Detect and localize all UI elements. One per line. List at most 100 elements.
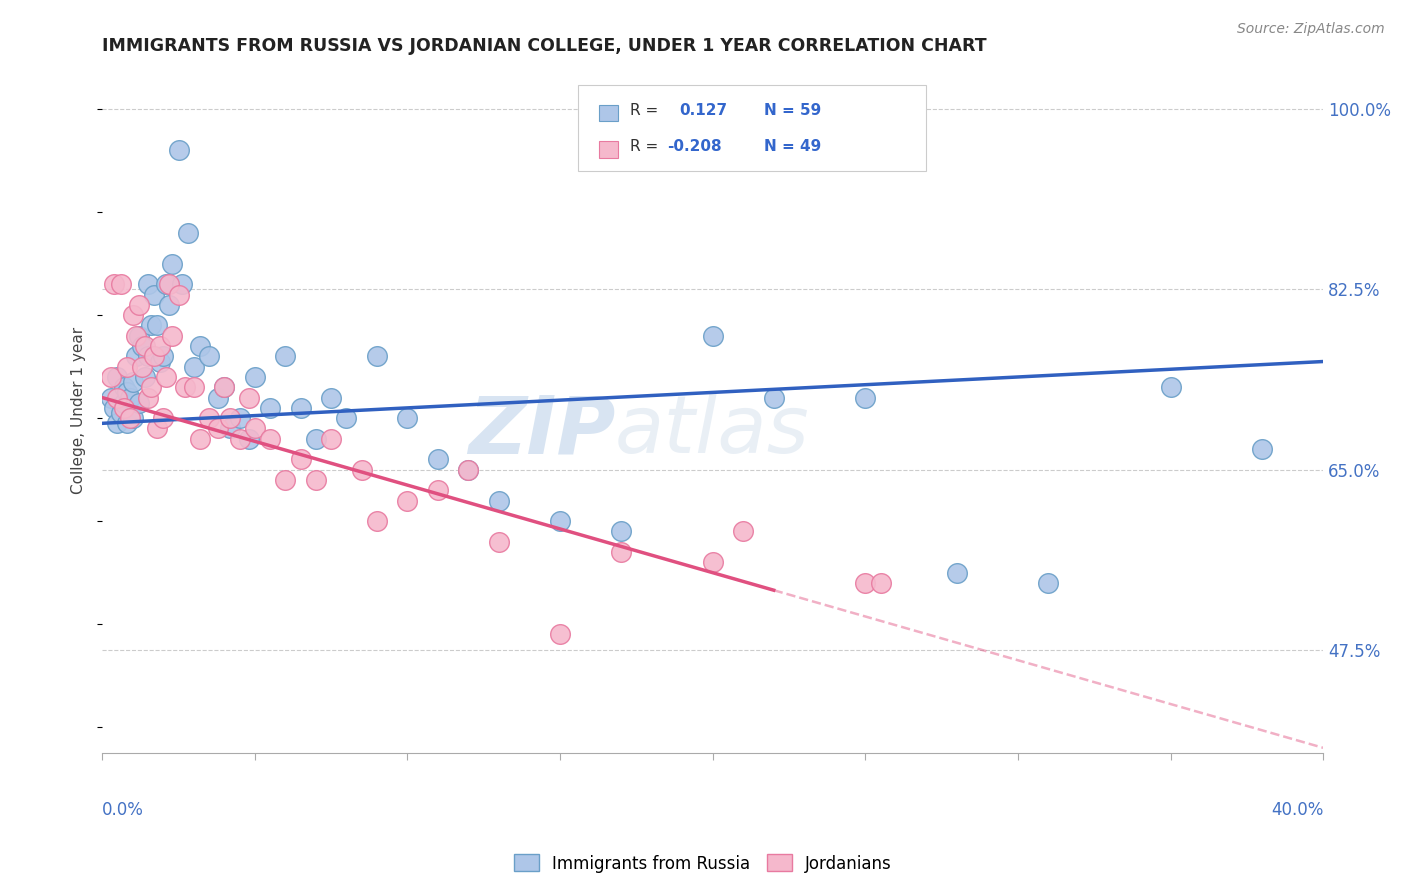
Point [136,391,159,405]
Point [107,391,129,405]
Point [219,411,242,425]
Point [1251,442,1274,456]
Point [548,514,571,528]
Point [702,328,724,343]
Point [139,380,162,394]
Y-axis label: College, Under 1 year: College, Under 1 year [72,326,86,494]
Point [426,452,449,467]
Point [170,277,193,292]
Point [162,257,184,271]
FancyBboxPatch shape [599,141,617,158]
Point [321,432,343,446]
Point [121,411,143,425]
Point [112,395,135,409]
Point [155,277,177,292]
Point [219,421,242,435]
Point [366,514,388,528]
Point [610,545,633,559]
Point [396,411,419,425]
Point [946,566,969,580]
Point [762,391,785,405]
Point [118,391,141,405]
Point [149,339,172,353]
Point [350,463,373,477]
Point [243,421,266,435]
Text: N = 59: N = 59 [765,103,821,118]
Point [128,328,150,343]
Point [610,524,633,539]
Point [305,432,328,446]
Point [136,277,159,292]
Text: 0.127: 0.127 [679,103,727,118]
Point [143,350,166,364]
Point [115,385,138,400]
Point [103,277,125,292]
Point [112,380,135,394]
Point [228,432,250,446]
Point [131,339,153,353]
Point [167,144,190,158]
Point [146,318,169,333]
Point [112,401,135,415]
Point [207,391,229,405]
Point [183,359,205,374]
Point [134,370,156,384]
Point [396,493,419,508]
Text: R =: R = [630,139,658,154]
Point [100,391,122,405]
Point [214,380,236,394]
Point [853,576,876,591]
Point [238,391,260,405]
Point [548,627,571,641]
FancyBboxPatch shape [578,85,927,170]
Point [115,417,138,431]
Text: atlas: atlas [614,392,810,470]
Point [188,339,211,353]
Point [173,380,195,394]
Point [125,350,148,364]
Point [162,328,184,343]
Point [290,452,312,467]
Point [243,370,266,384]
Point [183,380,205,394]
Point [157,298,180,312]
Point [128,395,150,409]
Point [335,411,357,425]
Point [321,391,343,405]
Point [274,473,297,487]
Point [869,576,891,591]
Point [167,287,190,301]
Point [125,328,148,343]
Point [146,421,169,435]
Point [214,380,236,394]
Point [274,350,297,364]
Point [100,370,122,384]
Text: IMMIGRANTS FROM RUSSIA VS JORDANIAN COLLEGE, UNDER 1 YEAR CORRELATION CHART: IMMIGRANTS FROM RUSSIA VS JORDANIAN COLL… [103,37,987,55]
Point [134,339,156,353]
Point [853,391,876,405]
Text: 0.0%: 0.0% [103,801,143,819]
Text: N = 49: N = 49 [765,139,821,154]
Point [426,483,449,498]
Point [118,411,141,425]
Point [488,534,510,549]
Point [188,432,211,446]
Point [207,421,229,435]
Point [121,308,143,322]
Point [457,463,479,477]
Point [488,493,510,508]
Point [366,350,388,364]
Text: 40.0%: 40.0% [1271,801,1323,819]
Point [155,370,177,384]
Point [143,287,166,301]
Point [198,350,221,364]
Point [121,375,143,389]
Text: -0.208: -0.208 [666,139,721,154]
Point [1038,576,1060,591]
Point [152,350,174,364]
Point [457,463,479,477]
Point [139,318,162,333]
Point [733,524,755,539]
Point [136,350,159,364]
Point [157,277,180,292]
